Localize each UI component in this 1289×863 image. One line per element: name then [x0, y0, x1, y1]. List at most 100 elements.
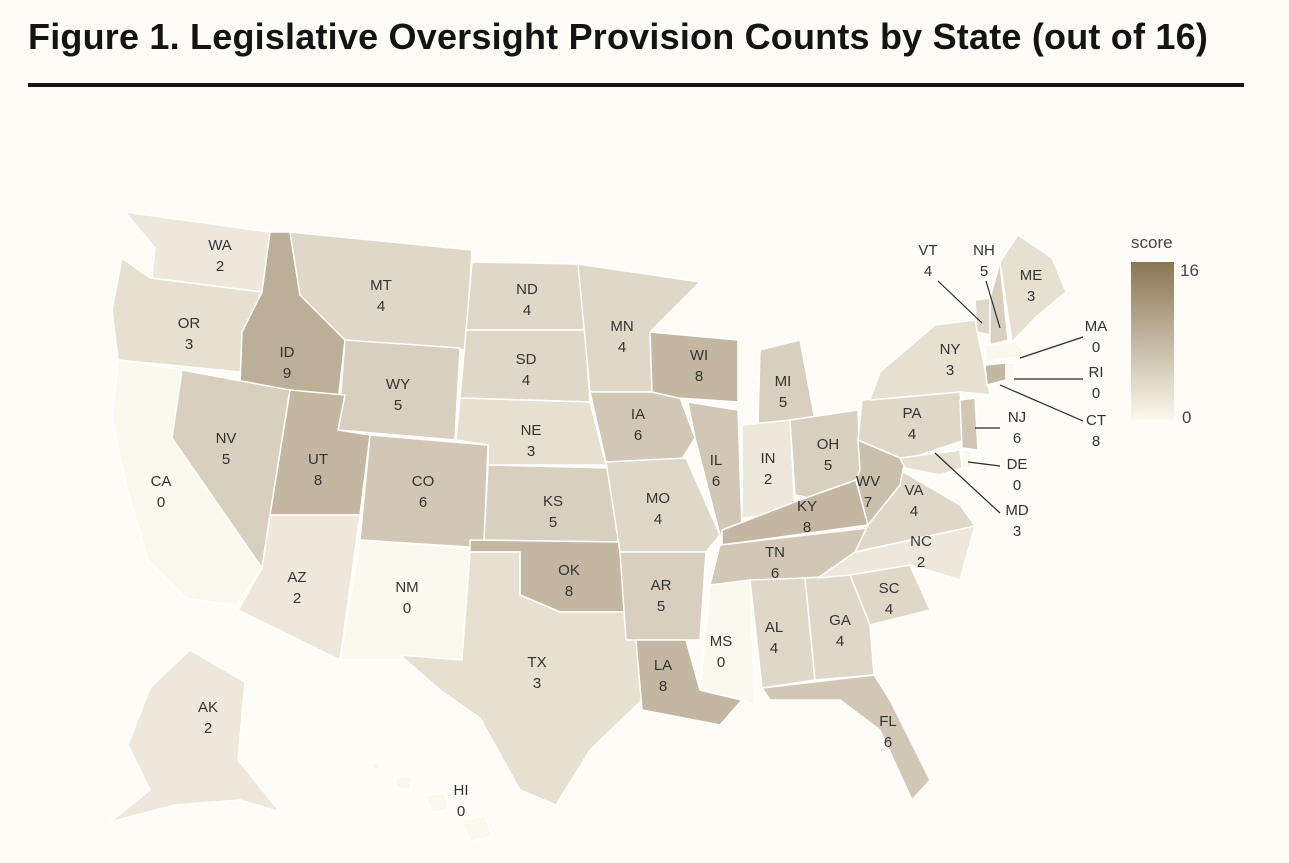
- state-MA[interactable]: [984, 341, 1031, 363]
- state-NY[interactable]: [869, 319, 991, 401]
- label-WI: WI 8: [690, 347, 708, 385]
- state-MD[interactable]: [899, 449, 963, 476]
- label-DE: DE 0: [1007, 456, 1028, 494]
- label-MA: MA 0: [1085, 318, 1108, 356]
- state-RI[interactable]: [1005, 362, 1016, 379]
- svg-text:8: 8: [659, 678, 667, 695]
- svg-text:5: 5: [980, 263, 988, 280]
- state-CO[interactable]: [359, 434, 489, 549]
- svg-text:VA: VA: [905, 482, 924, 499]
- leader-DE: [967, 461, 1001, 467]
- svg-text:IL: IL: [710, 452, 723, 469]
- state-TX[interactable]: [399, 551, 643, 806]
- state-MO[interactable]: [605, 457, 721, 553]
- svg-text:8: 8: [803, 519, 811, 536]
- svg-text:AZ: AZ: [287, 569, 306, 586]
- svg-text:KY: KY: [797, 498, 817, 515]
- svg-text:6: 6: [634, 427, 642, 444]
- svg-text:PA: PA: [903, 405, 922, 422]
- svg-text:ND: ND: [516, 281, 538, 298]
- state-NH[interactable]: [989, 261, 1009, 346]
- state-DE[interactable]: [961, 449, 973, 469]
- svg-text:IN: IN: [761, 450, 776, 467]
- svg-text:0: 0: [403, 600, 411, 617]
- svg-text:9: 9: [283, 365, 291, 382]
- svg-text:DE: DE: [1007, 456, 1028, 473]
- svg-text:3: 3: [185, 336, 193, 353]
- legend-title: score: [1131, 233, 1173, 252]
- svg-text:6: 6: [884, 734, 892, 751]
- svg-text:2: 2: [293, 590, 301, 607]
- label-TN: TN 6: [765, 544, 785, 582]
- label-MI: MI 5: [775, 373, 792, 411]
- label-WY: WY 5: [386, 376, 410, 414]
- figure-title: Figure 1. Legislative Oversight Provisio…: [28, 16, 1209, 57]
- svg-text:8: 8: [314, 472, 322, 489]
- state-NJ[interactable]: [959, 397, 979, 451]
- state-AK[interactable]: [109, 649, 281, 823]
- legend-max-label: 16: [1180, 261, 1199, 280]
- svg-text:ME: ME: [1020, 267, 1043, 284]
- label-WV: WV 7: [856, 473, 880, 511]
- svg-text:0: 0: [1092, 339, 1100, 356]
- svg-text:4: 4: [910, 503, 918, 520]
- svg-text:2: 2: [917, 554, 925, 571]
- svg-text:5: 5: [824, 457, 832, 474]
- state-AZ[interactable]: [237, 514, 361, 661]
- label-MS: MS 0: [710, 633, 733, 671]
- label-AL: AL 4: [765, 619, 783, 657]
- svg-text:MO: MO: [646, 490, 670, 507]
- svg-text:6: 6: [1013, 430, 1021, 447]
- svg-text:NH: NH: [973, 242, 995, 259]
- state-MS[interactable]: [699, 579, 756, 706]
- state-VA[interactable]: [854, 469, 976, 553]
- svg-text:NY: NY: [940, 341, 961, 358]
- svg-text:4: 4: [924, 263, 932, 280]
- svg-text:WV: WV: [856, 473, 880, 490]
- svg-text:0: 0: [717, 654, 725, 671]
- label-LA: LA 8: [654, 657, 672, 695]
- label-NJ: NJ 6: [1008, 409, 1026, 447]
- label-NY: NY 3: [940, 341, 961, 379]
- state-IA[interactable]: [589, 391, 696, 463]
- svg-text:LA: LA: [654, 657, 672, 674]
- label-OR: OR 3: [178, 315, 201, 353]
- svg-text:4: 4: [908, 426, 916, 443]
- leader-MD: [934, 452, 1001, 514]
- state-WI[interactable]: [649, 331, 739, 403]
- label-CO: CO 6: [412, 473, 435, 511]
- svg-text:3: 3: [1013, 523, 1021, 540]
- svg-text:2: 2: [204, 720, 212, 737]
- label-NV: NV 5: [216, 430, 237, 468]
- svg-text:OH: OH: [817, 436, 840, 453]
- svg-text:CA: CA: [151, 473, 172, 490]
- svg-text:4: 4: [836, 633, 844, 650]
- state-VT[interactable]: [974, 297, 991, 336]
- state-FL[interactable]: [761, 674, 931, 801]
- svg-text:MA: MA: [1085, 318, 1108, 335]
- svg-text:6: 6: [712, 473, 720, 490]
- svg-text:5: 5: [657, 598, 665, 615]
- svg-text:MS: MS: [710, 633, 733, 650]
- label-MT: MT 4: [370, 277, 392, 315]
- svg-text:HI: HI: [454, 782, 469, 799]
- svg-text:3: 3: [527, 443, 535, 460]
- label-NE: NE 3: [521, 422, 542, 460]
- svg-text:VT: VT: [918, 242, 937, 259]
- state-IN[interactable]: [741, 419, 796, 519]
- svg-text:AK: AK: [198, 699, 218, 716]
- svg-text:3: 3: [533, 675, 541, 692]
- state-CT[interactable]: [984, 362, 1007, 386]
- state-HI[interactable]: [371, 761, 493, 843]
- svg-text:4: 4: [770, 640, 778, 657]
- svg-text:7: 7: [864, 494, 872, 511]
- svg-text:4: 4: [885, 601, 893, 618]
- label-MN: MN 4: [610, 318, 633, 356]
- svg-text:MT: MT: [370, 277, 392, 294]
- state-AR[interactable]: [619, 551, 707, 641]
- label-AK: AK 2: [198, 699, 218, 737]
- svg-text:0: 0: [1092, 385, 1100, 402]
- callout-lines: [934, 280, 1084, 514]
- svg-text:OR: OR: [178, 315, 201, 332]
